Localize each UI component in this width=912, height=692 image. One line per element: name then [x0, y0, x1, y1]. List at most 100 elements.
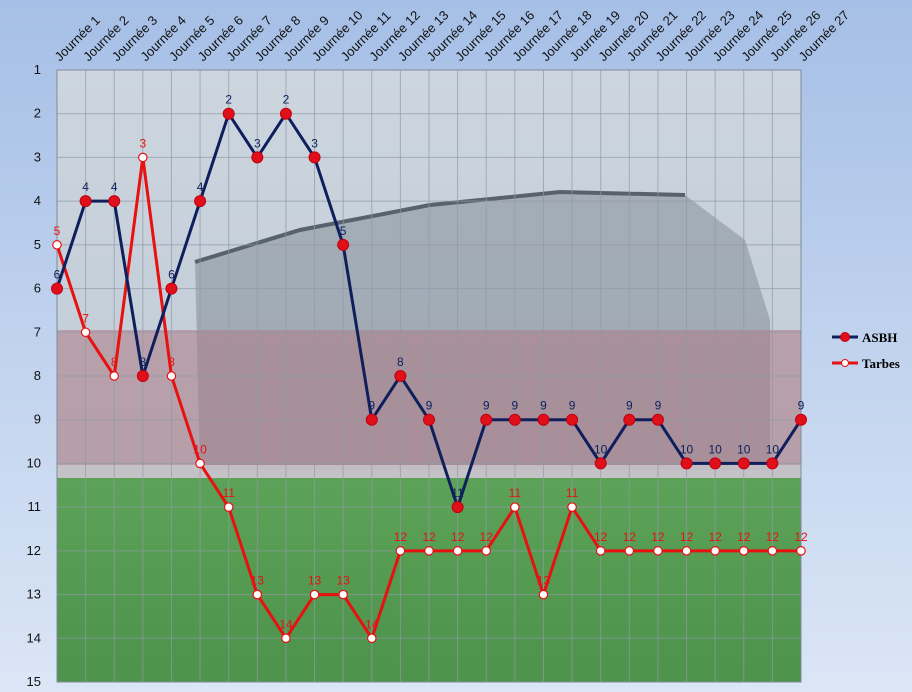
- legend: ASBH Tarbes: [832, 330, 900, 371]
- data-point: [108, 195, 121, 208]
- data-point: [195, 458, 205, 469]
- y-tick-label: 12: [27, 543, 41, 558]
- data-point: [51, 282, 63, 295]
- data-point: [766, 457, 779, 470]
- data-label: 8: [140, 355, 147, 369]
- data-point: [79, 195, 92, 208]
- data-label: 8: [397, 355, 404, 369]
- data-point: [537, 413, 550, 426]
- data-point: [624, 546, 635, 556]
- data-point: [423, 413, 435, 426]
- data-label: 4: [82, 180, 89, 194]
- data-label: 9: [368, 399, 375, 413]
- data-label: 3: [140, 136, 147, 150]
- data-label: 13: [537, 574, 551, 588]
- data-point: [424, 546, 434, 556]
- series-layer: 5 7 8 3 8 10 11 13 14 13 13 14 12 12 12 12 11 13 11 12 12 12 1…: [51, 93, 808, 644]
- data-point: [595, 546, 606, 556]
- data-point: [680, 457, 693, 470]
- data-label: 9: [655, 399, 662, 413]
- y-tick-label: 14: [27, 630, 41, 645]
- data-label: 13: [251, 574, 265, 588]
- y-tick-label: 3: [34, 149, 41, 164]
- data-point: [481, 546, 492, 556]
- legend-marker: [840, 332, 850, 342]
- data-label: 10: [680, 442, 694, 456]
- data-label: 12: [422, 530, 436, 544]
- y-tick-label: 2: [34, 106, 41, 121]
- legend-marker: [841, 359, 849, 367]
- data-point: [109, 371, 120, 381]
- data-label: 10: [594, 442, 608, 456]
- y-tick-label: 8: [34, 368, 41, 383]
- data-point: [252, 589, 263, 600]
- data-label: 9: [540, 399, 547, 413]
- data-point: [538, 589, 549, 600]
- data-label: 12: [451, 530, 465, 544]
- data-label: 9: [483, 399, 490, 413]
- data-label: 11: [222, 486, 235, 500]
- data-label: 11: [566, 486, 579, 500]
- data-point: [394, 370, 407, 382]
- data-point: [279, 107, 292, 120]
- photo-roof-edge: [194, 189, 686, 264]
- data-point: [222, 107, 235, 120]
- data-label: 11: [451, 486, 464, 500]
- data-point: [738, 546, 749, 556]
- data-point: [681, 546, 692, 556]
- y-tick-label: 9: [34, 412, 41, 427]
- data-label: 10: [193, 442, 207, 456]
- data-label: 12: [794, 530, 808, 544]
- data-label: 9: [569, 399, 576, 413]
- y-tick-label: 13: [27, 587, 41, 602]
- data-label: 12: [394, 530, 408, 544]
- data-label: 7: [82, 311, 89, 325]
- y-tick-label: 15: [27, 674, 41, 689]
- data-point: [594, 457, 607, 470]
- data-label: 6: [54, 268, 61, 282]
- data-point: [737, 457, 750, 470]
- data-label: 4: [197, 180, 204, 194]
- data-label: 5: [340, 224, 347, 238]
- data-label: 12: [766, 530, 780, 544]
- data-point: [337, 238, 350, 251]
- data-point: [281, 633, 291, 644]
- y-tick-label: 6: [34, 281, 41, 296]
- data-point: [480, 413, 493, 426]
- data-point: [308, 151, 321, 164]
- data-label: 6: [168, 268, 175, 282]
- y-tick-label: 10: [27, 455, 41, 470]
- data-label: 8: [111, 355, 118, 369]
- legend-label: ASBH: [862, 330, 897, 345]
- data-point: [136, 370, 149, 382]
- data-point: [623, 413, 636, 426]
- data-label: 10: [737, 442, 751, 456]
- data-point: [710, 546, 720, 556]
- data-point: [251, 151, 264, 164]
- data-label: 8: [168, 355, 175, 369]
- data-label: 2: [283, 93, 290, 107]
- data-point: [165, 282, 178, 295]
- data-label: 9: [798, 399, 805, 413]
- data-label: 11: [509, 486, 522, 500]
- data-point: [451, 501, 464, 514]
- data-label: 9: [512, 399, 519, 413]
- data-point: [567, 502, 577, 512]
- data-point: [653, 546, 663, 556]
- data-point: [709, 457, 722, 470]
- plot-frame: [56, 69, 802, 683]
- y-tick-label: 11: [28, 499, 42, 514]
- data-label: 14: [365, 617, 379, 631]
- data-label: 12: [737, 530, 751, 544]
- data-point: [223, 502, 234, 512]
- data-point: [166, 371, 177, 381]
- data-point: [80, 327, 91, 338]
- data-label: 12: [623, 530, 637, 544]
- data-label: 10: [766, 442, 780, 456]
- data-label: 4: [111, 180, 118, 194]
- data-point: [309, 589, 320, 600]
- data-point: [796, 546, 806, 556]
- y-tick-label: 5: [34, 237, 41, 252]
- data-label: 12: [651, 530, 665, 544]
